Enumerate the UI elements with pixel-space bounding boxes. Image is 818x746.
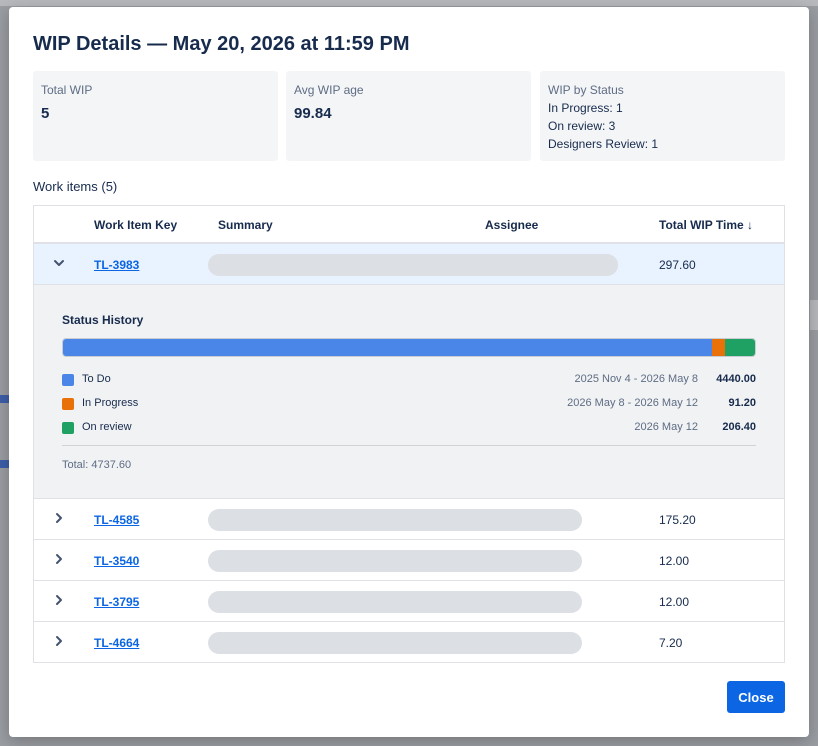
status-history-panel: Status History To Do 2025 Nov 4 - 2026 M… <box>34 285 784 499</box>
work-item-key-link[interactable]: TL-3795 <box>94 595 140 609</box>
table-row[interactable]: TL-4585 175.20 <box>34 499 784 540</box>
status-history-segment <box>724 339 755 356</box>
stat-card-avg-age: Avg WIP age 99.84 <box>286 71 531 161</box>
legend-row-in-progress: In Progress 2026 May 8 - 2026 May 12 91.… <box>62 396 756 412</box>
work-item-key-link[interactable]: TL-3983 <box>94 258 140 272</box>
legend-date-range: 2026 May 8 - 2026 May 12 <box>567 397 698 409</box>
legend-row-to-do: To Do 2025 Nov 4 - 2026 May 8 4440.00 <box>62 372 756 388</box>
legend-value: 206.40 <box>722 421 756 433</box>
modal-title: WIP Details — May 20, 2026 at 11:59 PM <box>33 33 410 55</box>
column-header-assignee[interactable]: Assignee <box>485 218 539 232</box>
status-history-total: Total: 4737.60 <box>62 459 132 471</box>
legend-swatch <box>62 398 74 410</box>
column-header-key[interactable]: Work Item Key <box>94 218 178 232</box>
summary-placeholder <box>208 632 582 654</box>
legend-value: 91.20 <box>728 397 756 409</box>
chevron-right-icon[interactable] <box>52 634 66 648</box>
work-item-key-link[interactable]: TL-4664 <box>94 636 140 650</box>
work-items-title: Work items (5) <box>33 179 118 194</box>
work-items-table: Work Item Key Summary Assignee Total WIP… <box>33 205 785 663</box>
divider <box>62 445 756 446</box>
legend-row-on-review: On review 2026 May 12 206.40 <box>62 420 756 436</box>
table-row[interactable]: TL-3540 12.00 <box>34 540 784 581</box>
legend-date-range: 2026 May 12 <box>634 421 698 433</box>
legend-status-name: In Progress <box>82 397 139 409</box>
stat-value: 5 <box>41 105 50 122</box>
legend-status-name: To Do <box>82 373 111 385</box>
legend-value: 4440.00 <box>716 373 756 385</box>
stat-label: Total WIP <box>41 83 93 97</box>
legend-swatch <box>62 422 74 434</box>
wip-time-value: 12.00 <box>659 595 690 609</box>
status-count-line: Designers Review: 1 <box>548 137 659 151</box>
chevron-right-icon[interactable] <box>52 511 66 525</box>
status-history-segment <box>711 339 725 356</box>
stat-value: 99.84 <box>294 105 332 122</box>
close-button[interactable]: Close <box>727 681 785 713</box>
status-count-line: On review: 3 <box>548 119 616 133</box>
background-fragment <box>810 300 818 330</box>
summary-placeholder <box>208 591 582 613</box>
background-fragment <box>0 395 9 403</box>
legend-swatch <box>62 374 74 386</box>
wip-time-value: 297.60 <box>659 258 696 272</box>
status-count-line: In Progress: 1 <box>548 101 623 115</box>
status-history-title: Status History <box>62 313 144 327</box>
chevron-right-icon[interactable] <box>52 593 66 607</box>
table-row[interactable]: TL-3795 12.00 <box>34 581 784 622</box>
background-fragment <box>0 460 9 468</box>
stat-label: Avg WIP age <box>294 83 364 97</box>
work-item-key-link[interactable]: TL-3540 <box>94 554 140 568</box>
legend-status-name: On review <box>82 421 132 433</box>
table-header: Work Item Key Summary Assignee Total WIP… <box>34 206 784 244</box>
background-fragment <box>0 0 818 6</box>
stat-card-total-wip: Total WIP 5 <box>33 71 278 161</box>
chevron-down-icon[interactable] <box>52 256 66 270</box>
wip-time-value: 12.00 <box>659 554 690 568</box>
table-row[interactable]: TL-4664 7.20 <box>34 622 784 662</box>
status-history-segment <box>63 339 712 356</box>
wip-time-value: 7.20 <box>659 636 683 650</box>
summary-placeholder <box>208 254 618 276</box>
stat-label: WIP by Status <box>548 83 624 97</box>
wip-details-modal: WIP Details — May 20, 2026 at 11:59 PM T… <box>9 7 809 737</box>
work-item-key-link[interactable]: TL-4585 <box>94 513 140 527</box>
stat-card-wip-by-status: WIP by Status In Progress: 1 On review: … <box>540 71 785 161</box>
legend-date-range: 2025 Nov 4 - 2026 May 8 <box>574 373 698 385</box>
status-history-bar <box>62 338 756 357</box>
column-header-wip-time[interactable]: Total WIP Time ↓ <box>659 218 754 232</box>
wip-time-value: 175.20 <box>659 513 696 527</box>
column-header-summary[interactable]: Summary <box>218 218 273 232</box>
table-row[interactable]: TL-3983 297.60 <box>34 244 784 285</box>
chevron-right-icon[interactable] <box>52 552 66 566</box>
summary-placeholder <box>208 550 582 572</box>
summary-placeholder <box>208 509 582 531</box>
